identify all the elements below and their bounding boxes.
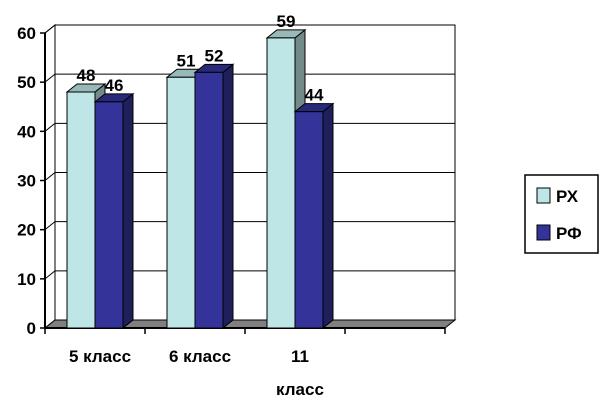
y-tick-label: 20: [17, 221, 36, 240]
data-label: 46: [105, 76, 124, 95]
legend: РХ РФ: [524, 174, 599, 254]
gridline-side: [44, 24, 56, 34]
data-label: 48: [77, 66, 96, 85]
bar-РФ-1: [194, 71, 224, 329]
data-label: 59: [277, 12, 296, 31]
data-label: 51: [177, 51, 196, 70]
y-tick-label: 30: [17, 172, 36, 191]
y-tick-label: 50: [17, 73, 36, 92]
x-category-label: 5 класс: [69, 347, 131, 366]
bars: [65, 28, 335, 330]
legend-label-0: РХ: [556, 187, 579, 206]
x-category-label: класс: [276, 380, 324, 398]
data-label: 44: [305, 86, 324, 105]
bar-РФ-2: [294, 111, 324, 329]
y-tick-label: 10: [17, 270, 36, 289]
bar-РФ-2-side: [322, 102, 334, 330]
x-category-label: 11: [291, 347, 309, 366]
bar-РФ-0: [94, 101, 124, 329]
data-label: 52: [205, 46, 224, 65]
gridline-side: [44, 122, 56, 132]
gridline-side: [44, 73, 56, 83]
bar-РХ-1: [166, 76, 196, 329]
legend-swatch-1: [536, 224, 551, 241]
legend-label-1: РФ: [556, 224, 582, 243]
y-tick-label: 60: [17, 24, 36, 43]
labels: 0 10 20 30 40 50 60 48 46 5 класс 51 52 6 класс 59 44 1…: [17, 12, 324, 398]
bar-РФ-0-side: [122, 92, 134, 330]
gridline-side: [44, 270, 56, 280]
gridline-side: [44, 172, 56, 181]
bar-РХ-0: [66, 91, 96, 329]
y-tick-label: 40: [17, 122, 36, 141]
gridline-side: [44, 221, 56, 231]
bar-РФ-1-side: [222, 63, 234, 330]
y-tick-label: 0: [27, 319, 36, 338]
x-category-label: 6 класс: [169, 347, 231, 366]
bar-РХ-2: [266, 37, 296, 329]
legend-swatch-0: [536, 187, 551, 204]
